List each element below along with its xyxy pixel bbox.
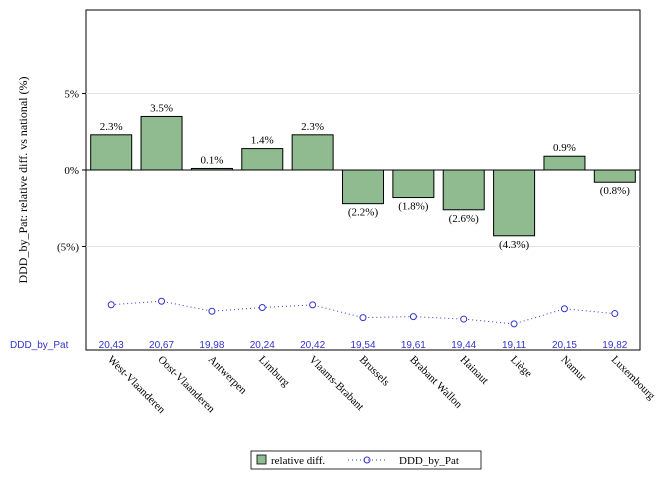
bar-value-label: 0.9% xyxy=(553,142,576,154)
bar xyxy=(392,169,435,199)
ddd-value-label: 19,82 xyxy=(602,340,627,351)
ddd-value-label: 19,54 xyxy=(350,340,375,351)
bar-value-label: 1.4% xyxy=(251,135,274,147)
bar-value-label: (4.3%) xyxy=(499,239,530,251)
y-tick-label-0: 5% xyxy=(64,89,79,101)
y-axis-ticks: 5% 0% (5%) xyxy=(57,89,86,254)
ddd-value-label: 19,98 xyxy=(199,340,224,351)
x-category-label: Namur xyxy=(558,354,588,384)
x-category-label: Brabant Wallon xyxy=(407,354,465,412)
ddd-value-label: 20,24 xyxy=(250,340,275,351)
ddd-point xyxy=(460,315,468,323)
ddd-value-label: 20,67 xyxy=(149,340,174,351)
line-series: 20,43 20,67 19,98 20,24 20,42 19,54 19,61 19,44… xyxy=(99,297,628,351)
x-category-label: Luxembourg xyxy=(609,354,658,403)
y-axis-label: DDD_by_Pat: relative diff. vs national (… xyxy=(16,76,30,283)
bar xyxy=(291,134,334,171)
ddd-point xyxy=(158,297,166,305)
ddd-point xyxy=(208,307,216,315)
bar xyxy=(140,115,183,171)
bar-value-label: 2.3% xyxy=(100,121,123,133)
ddd-point xyxy=(107,301,115,309)
legend-marker-swatch xyxy=(363,456,371,464)
bar-value-label: (0.8%) xyxy=(600,185,631,197)
ddd-point xyxy=(258,303,266,311)
ddd-value-label: 20,15 xyxy=(552,340,577,351)
ddd-point xyxy=(359,314,367,322)
ddd-value-label: 20,42 xyxy=(300,340,325,351)
bar-value-label: 3.5% xyxy=(150,102,173,114)
bar xyxy=(90,134,133,171)
table-row-label: DDD_by_Pat xyxy=(10,340,69,351)
ddd-value-label: 19,11 xyxy=(502,340,527,351)
ddd-value-label: 19,44 xyxy=(451,340,476,351)
bar xyxy=(543,155,586,171)
y-tick-label-2: (5%) xyxy=(57,242,79,254)
bar xyxy=(190,167,233,171)
ddd-value-label: 19,61 xyxy=(401,340,426,351)
x-category-label: Limburg xyxy=(256,354,292,390)
bar-value-label: 2.3% xyxy=(301,121,324,133)
legend-item-relative-diff: relative diff. xyxy=(271,455,325,467)
ddd-point xyxy=(409,313,417,321)
x-category-label: Liège xyxy=(508,354,534,380)
legend-bar-swatch xyxy=(256,454,267,465)
bar-value-label: 0.1% xyxy=(200,154,223,166)
y-tick-label-1: 0% xyxy=(64,165,79,177)
legend: relative diff. DDD_by_Pat xyxy=(250,450,482,470)
bar-value-label: (2.2%) xyxy=(348,207,379,219)
bar xyxy=(241,148,284,171)
ddd-value-label: 20,43 xyxy=(99,340,124,351)
grid-lines xyxy=(86,93,640,247)
ddd-point xyxy=(510,320,518,328)
ddd-point xyxy=(611,310,619,318)
ddd-point xyxy=(560,305,568,313)
bar xyxy=(342,169,384,205)
bar-series: 2.3% 3.5% 0.1% 1.4% 2.3% (2.2%) (1.8%) (2.6%) (4… xyxy=(90,102,636,251)
bar xyxy=(493,169,536,237)
ddd-line xyxy=(111,300,615,325)
bar xyxy=(442,169,485,211)
x-category-label: Antwerpen xyxy=(206,354,249,397)
bar xyxy=(593,169,636,183)
legend-box xyxy=(250,450,482,470)
legend-item-ddd-by-pat: DDD_by_Pat xyxy=(399,455,459,467)
ddd-point xyxy=(309,301,317,309)
bar-value-label: (2.6%) xyxy=(449,213,480,225)
x-category-label: Vlaams-Brabant xyxy=(307,354,366,413)
bar-value-label: (1.8%) xyxy=(398,201,429,213)
x-category-label: Hainaut xyxy=(458,354,491,387)
x-category-label: Brussels xyxy=(357,354,392,389)
